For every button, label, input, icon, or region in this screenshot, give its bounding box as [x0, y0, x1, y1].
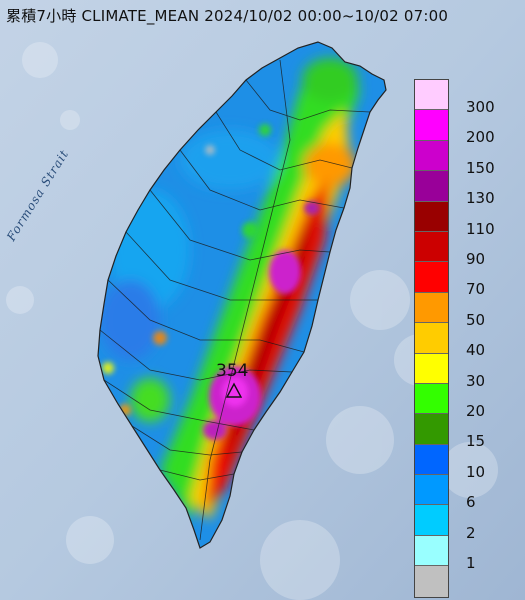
legend-tick-label: 40 — [466, 341, 486, 360]
legend-tick-label: 70 — [466, 280, 486, 299]
legend-swatch — [415, 444, 448, 476]
color-legend — [414, 79, 449, 598]
legend-swatch — [415, 201, 448, 232]
legend-swatch — [415, 110, 448, 141]
legend-tick-label: 1 — [466, 554, 476, 572]
legend-tick-label: 2 — [466, 523, 476, 542]
legend-swatch — [415, 231, 448, 263]
legend-tick-label: 15 — [466, 432, 486, 451]
legend-swatch — [415, 475, 448, 506]
legend-tick-label: 30 — [466, 371, 486, 390]
legend-tick-label: 130 — [466, 189, 495, 208]
legend-tick-label: 150 — [466, 158, 495, 177]
legend-swatch — [415, 535, 448, 567]
legend-swatch — [415, 262, 448, 293]
legend-swatch — [415, 171, 448, 202]
county-boundaries — [99, 59, 371, 541]
legend-swatch — [415, 140, 448, 172]
taiwan-outline — [97, 41, 387, 549]
legend-tick-label: 6 — [466, 493, 476, 512]
legend-tick-label: 90 — [466, 250, 486, 268]
legend-swatch — [415, 414, 448, 445]
legend-swatch — [415, 383, 448, 415]
legend-swatch — [415, 80, 448, 111]
peak-marker-icon — [225, 382, 243, 398]
legend-swatch — [415, 323, 448, 354]
legend-swatch — [415, 566, 448, 597]
legend-tick-label: 200 — [466, 128, 495, 147]
legend-swatch — [415, 353, 448, 384]
legend-tick-label: 300 — [466, 98, 495, 116]
legend-swatch — [415, 292, 448, 324]
peak-value-label: 354 — [216, 361, 249, 381]
legend-tick-label: 50 — [466, 310, 486, 329]
legend-swatch — [415, 505, 448, 536]
legend-tick-label: 10 — [466, 462, 486, 481]
map-title: 累積7小時 CLIMATE_MEAN 2024/10/02 00:00~10/0… — [6, 7, 449, 25]
legend-tick-label: 110 — [466, 219, 495, 238]
legend-tick-label: 20 — [466, 402, 486, 420]
